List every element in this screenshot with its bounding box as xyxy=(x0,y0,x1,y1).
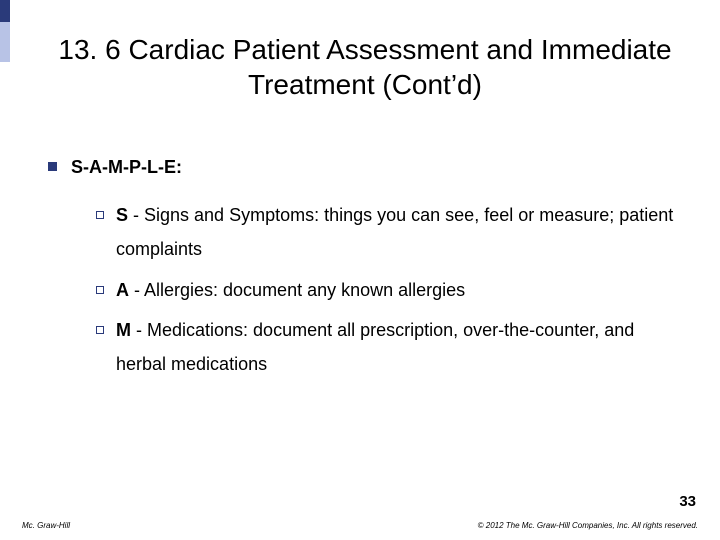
item-rest: - Signs and Symptoms: things you can see… xyxy=(116,205,673,259)
slide: 13. 6 Cardiac Patient Assessment and Imm… xyxy=(0,0,720,540)
item-rest: - Medications: document all prescription… xyxy=(116,320,634,374)
list-item-text: A - Allergies: document any known allerg… xyxy=(116,273,684,307)
footer-right: © 2012 The Mc. Graw-Hill Companies, Inc.… xyxy=(478,521,698,530)
list-item-text: S - Signs and Symptoms: things you can s… xyxy=(116,198,684,266)
square-bullet-icon xyxy=(48,162,57,171)
list-item: M - Medications: document all prescripti… xyxy=(96,313,684,381)
sublist: S - Signs and Symptoms: things you can s… xyxy=(96,198,684,381)
list-item-text: M - Medications: document all prescripti… xyxy=(116,313,684,381)
list-item: A - Allergies: document any known allerg… xyxy=(96,273,684,307)
page-number: 33 xyxy=(679,493,696,510)
list-item: S - Signs and Symptoms: things you can s… xyxy=(96,198,684,266)
heading-text: S-A-M-P-L-E: xyxy=(71,150,182,184)
footer-left: Mc. Graw-Hill xyxy=(22,521,70,530)
item-lead: A xyxy=(116,280,129,300)
open-square-bullet-icon xyxy=(96,326,104,334)
open-square-bullet-icon xyxy=(96,286,104,294)
bullet-level1: S-A-M-P-L-E: xyxy=(48,150,684,184)
slide-body: S-A-M-P-L-E: S - Signs and Symptoms: thi… xyxy=(48,150,684,387)
open-square-bullet-icon xyxy=(96,211,104,219)
accent-bar xyxy=(0,0,10,62)
item-rest: - Allergies: document any known allergie… xyxy=(129,280,465,300)
slide-title: 13. 6 Cardiac Patient Assessment and Imm… xyxy=(40,32,690,102)
accent-dark xyxy=(0,0,10,22)
item-lead: M xyxy=(116,320,131,340)
item-lead: S xyxy=(116,205,128,225)
accent-light xyxy=(0,22,10,62)
